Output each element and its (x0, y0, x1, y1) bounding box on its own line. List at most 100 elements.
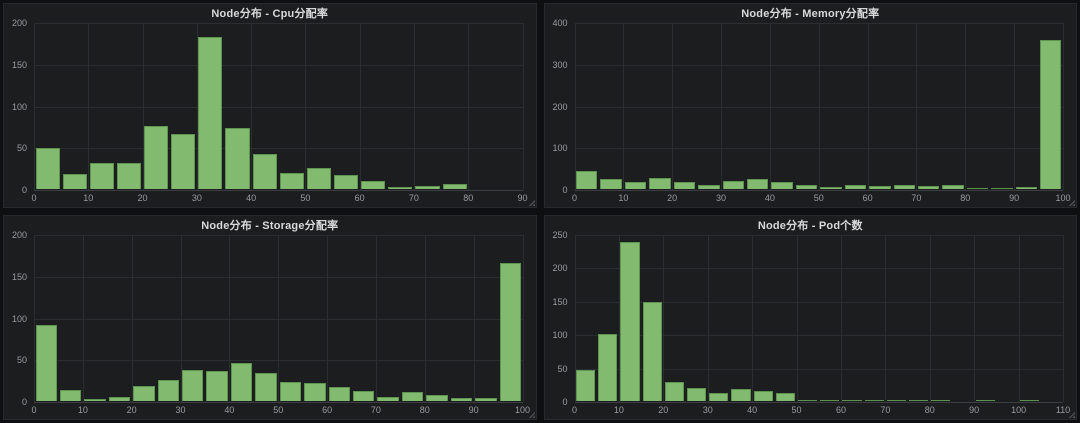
histogram-bar[interactable] (328, 386, 351, 401)
histogram-bar[interactable] (842, 400, 862, 401)
histogram-bar[interactable] (673, 182, 696, 189)
panel-header[interactable]: Node分布 - Memory分配率 (545, 4, 1077, 21)
histogram-bar[interactable] (182, 370, 204, 401)
panel-resize-handle[interactable] (527, 411, 535, 418)
histogram-bar[interactable] (361, 180, 386, 189)
histogram-bar[interactable] (664, 381, 685, 401)
histogram-bar[interactable] (917, 185, 940, 189)
histogram-bar[interactable] (353, 391, 375, 401)
histogram-bar[interactable] (746, 179, 769, 189)
histogram-bar[interactable] (442, 184, 467, 189)
histogram-bar[interactable] (975, 400, 995, 401)
histogram-bar[interactable] (35, 148, 60, 189)
histogram-bar[interactable] (35, 325, 57, 401)
v-gridline (752, 235, 754, 402)
histogram-bar[interactable] (966, 187, 989, 189)
histogram-bar[interactable] (991, 188, 1013, 189)
histogram-bar[interactable] (893, 185, 915, 189)
histogram-bar[interactable] (798, 400, 818, 401)
histogram-bar[interactable] (931, 400, 951, 401)
histogram-bar[interactable] (144, 125, 169, 189)
histogram-bar[interactable] (255, 372, 277, 401)
v-gridline (769, 23, 771, 190)
v-gridline (663, 235, 665, 402)
histogram-bar[interactable] (426, 395, 448, 401)
panel-resize-handle[interactable] (527, 199, 535, 206)
histogram-bar[interactable] (642, 301, 662, 401)
histogram-bar[interactable] (864, 400, 884, 401)
histogram-bar[interactable] (795, 185, 818, 189)
histogram-bar[interactable] (624, 182, 647, 189)
histogram-bar[interactable] (598, 333, 618, 401)
v-gridline (413, 23, 415, 190)
panel-title[interactable]: Node分布 - Cpu分配率 (211, 8, 329, 20)
histogram-bar[interactable] (206, 371, 228, 401)
histogram-bar[interactable] (909, 400, 929, 401)
histogram-bar[interactable] (279, 173, 304, 189)
chart-plot-area[interactable] (574, 235, 1064, 403)
histogram-bar[interactable] (620, 241, 640, 401)
histogram-bar[interactable] (59, 390, 82, 401)
histogram-bar[interactable] (388, 186, 413, 189)
x-tick-label: 70 (911, 193, 922, 203)
panel-title[interactable]: Node分布 - Memory分配率 (741, 8, 880, 20)
histogram-bar[interactable] (771, 182, 793, 189)
panel-title[interactable]: Node分布 - Storage分配率 (201, 220, 339, 232)
histogram-bar[interactable] (84, 398, 106, 401)
panel-header[interactable]: Node分布 - Pod个数 (545, 216, 1077, 233)
histogram-bar[interactable] (499, 262, 521, 401)
chart-plot-area[interactable] (34, 23, 524, 191)
histogram-bar[interactable] (89, 163, 114, 189)
panel-pod-count-histogram: Node分布 - Pod个数 0 50 100 150 200 250 0 10 20 30 40… (543, 215, 1077, 420)
histogram-bar[interactable] (1020, 400, 1040, 401)
histogram-bar[interactable] (869, 186, 891, 189)
histogram-bar[interactable] (252, 154, 277, 189)
histogram-bar[interactable] (886, 400, 907, 401)
histogram-bar[interactable] (775, 393, 796, 401)
histogram-bar[interactable] (1015, 186, 1038, 189)
histogram-bar[interactable] (576, 170, 598, 189)
histogram-bar[interactable] (687, 387, 707, 401)
histogram-bar[interactable] (820, 187, 842, 189)
panel-resize-handle[interactable] (1068, 199, 1075, 206)
y-tick-label: 100 (552, 143, 568, 154)
chart-plot-area[interactable] (34, 235, 524, 403)
panel-header[interactable]: Node分布 - Cpu分配率 (4, 4, 536, 21)
histogram-bar[interactable] (415, 185, 440, 189)
panel-header[interactable]: Node分布 - Storage分配率 (4, 216, 536, 233)
histogram-bar[interactable] (334, 174, 359, 189)
histogram-bar[interactable] (709, 392, 729, 401)
histogram-bar[interactable] (600, 178, 622, 189)
histogram-bar[interactable] (820, 400, 840, 401)
chart-plot-area[interactable] (574, 23, 1064, 191)
v-gridline (327, 235, 329, 402)
histogram-bar[interactable] (304, 382, 326, 401)
histogram-bar[interactable] (225, 128, 250, 189)
histogram-bar[interactable] (198, 37, 223, 189)
histogram-bar[interactable] (722, 181, 744, 189)
panel-title[interactable]: Node分布 - Pod个数 (757, 220, 863, 232)
histogram-bar[interactable] (731, 389, 751, 401)
histogram-bar[interactable] (171, 134, 196, 189)
histogram-bar[interactable] (450, 397, 473, 401)
histogram-bar[interactable] (401, 391, 424, 401)
histogram-bar[interactable] (116, 163, 142, 189)
histogram-bar[interactable] (475, 397, 497, 401)
histogram-bar[interactable] (230, 362, 253, 401)
histogram-bar[interactable] (844, 184, 867, 189)
panel-resize-handle[interactable] (1068, 411, 1075, 418)
histogram-bar[interactable] (108, 397, 131, 401)
histogram-bar[interactable] (753, 391, 773, 401)
x-axis-baseline (574, 402, 1063, 403)
histogram-bar[interactable] (1040, 39, 1062, 189)
histogram-bar[interactable] (306, 168, 331, 189)
histogram-bar[interactable] (62, 174, 87, 189)
histogram-bar[interactable] (698, 185, 720, 189)
histogram-bar[interactable] (157, 380, 180, 401)
histogram-bar[interactable] (133, 386, 155, 401)
histogram-bar[interactable] (942, 185, 964, 189)
histogram-bar[interactable] (377, 397, 399, 401)
histogram-bar[interactable] (279, 381, 302, 401)
histogram-bar[interactable] (576, 369, 596, 401)
histogram-bar[interactable] (649, 178, 671, 189)
